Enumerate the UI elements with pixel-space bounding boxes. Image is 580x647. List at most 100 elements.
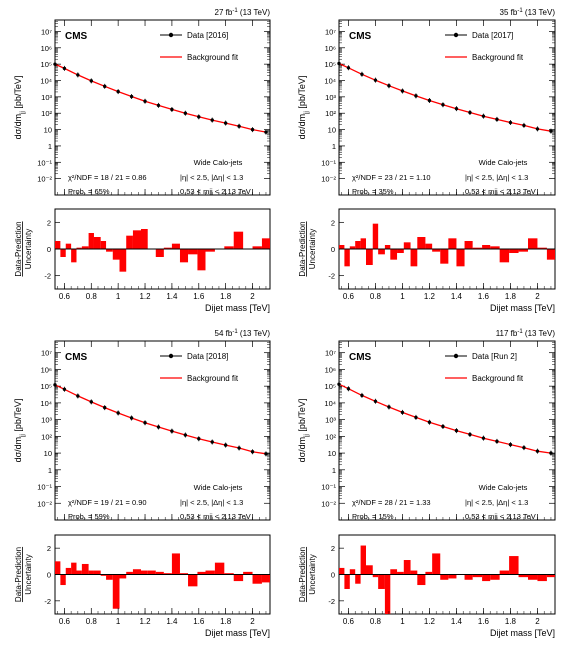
cms-label: CMS [65,31,88,42]
data-point [156,425,161,429]
ratio-bar [528,238,538,249]
ratio-bar [440,249,449,264]
ratio-bar [410,249,418,267]
fit-curve [338,383,552,454]
x-tick-label: 1.2 [424,292,436,301]
ratio-bar [518,249,528,252]
y-tick-label: 1 [332,142,336,151]
ratio-bar [81,563,89,575]
ratio-bar [55,241,61,249]
data-point [508,120,513,125]
ratio-bar [472,574,483,578]
data-point [549,129,553,133]
cuts-label: |η| < 2.5, |Δη| < 1.3 [465,173,528,182]
ratio-y-tick-label: 0 [331,245,335,254]
ratio-y-tick-label: -2 [44,597,51,606]
ratio-bar [119,249,127,272]
data-point [264,452,268,456]
chart-panel-1: 27 fb-1 (13 TeV) CMS Data [2016] Background… [13,8,271,313]
x-tick-label: 0.8 [86,292,98,301]
ratio-bar [499,249,510,263]
y-tick-label: 10⁶ [325,44,336,53]
ratio-bar [537,247,547,249]
data-point [508,442,513,447]
y-tick-label: 10⁻¹ [37,158,52,167]
x-tick-label: 2 [535,617,540,626]
ratio-bar [179,573,189,575]
ratio-bar [188,574,198,587]
ratio-bar [171,243,180,249]
data-point [156,103,161,108]
data-point [183,111,188,115]
data-point [481,114,486,118]
x-tick-label: 1.6 [193,292,205,301]
ratio-bar [360,238,366,249]
y-tick-label: 10⁴ [324,399,336,408]
data-point [495,439,499,444]
data-point [89,79,93,83]
legend-data-marker [453,32,459,38]
ratio-bar [163,573,172,575]
y-tick-label: 10⁻² [37,499,52,508]
y-tick-label: 1 [48,142,52,151]
y-tick-label: 10³ [41,93,52,102]
ratio-bar [372,574,379,578]
data-point [129,94,134,99]
fit-curve [54,63,267,133]
x-tick-label: 1.2 [139,292,151,301]
y-tick-label: 1 [332,466,336,475]
ratio-bar [482,245,491,249]
lumi-label: 27 fb-1 (13 TeV) [215,8,271,17]
data-point [549,451,553,455]
y-tick-label: 10⁻¹ [321,483,336,492]
ratio-bar [132,230,141,249]
ratio-bar [141,570,148,575]
ratio-y-label-top: Data-Prediction [298,547,307,602]
x-tick-label: 0.6 [59,617,71,626]
x-tick-label: 1.4 [166,617,178,626]
data-point [143,99,147,103]
ratio-bar [448,574,457,579]
ratio-bar [197,249,206,271]
ratio-bar [261,574,270,583]
y-tick-label: 10³ [41,416,52,425]
data-point [76,394,80,398]
selection-label: Wide Calo-jets [194,158,243,167]
chart-panel-4: 117 fb-1 (13 TeV) CMS Data [Run 2] Backgrou… [297,329,556,638]
data-point [346,387,351,391]
cuts-label: |η| < 2.5, |Δη| < 1.3 [465,498,528,507]
ratio-y-tick-label: 2 [47,218,51,227]
data-point [89,400,93,404]
data-point [250,127,255,132]
data-point [103,405,107,410]
data-point [210,118,214,122]
y-tick-label: 10⁵ [41,382,52,391]
y-tick-label: 10² [325,432,336,441]
ratio-bar [546,249,555,260]
x-tick-label: 0.8 [86,617,98,626]
ratio-y-label-top: Data-Prediction [298,221,307,276]
x-tick-label: 0.6 [343,617,355,626]
probability-label: Prob. = 59% [68,512,110,521]
data-point [237,124,241,128]
chart-panel-2: 35 fb-1 (13 TeV) CMS Data [2017] Background… [297,8,556,313]
x-tick-label: 1.8 [505,292,517,301]
ratio-bar [205,249,215,252]
ratio-bar [55,561,61,575]
x-tick-label: 1 [116,292,121,301]
y-tick-label: 10² [41,432,52,441]
x-tick-label: 1 [116,617,121,626]
data-point [170,429,174,433]
ratio-bar [243,571,253,575]
ratio-bar [163,247,172,249]
data-point [250,450,255,454]
ratio-bar [106,249,113,252]
ratio-bar [425,571,433,575]
x-axis-label: Dijet mass [TeV] [205,303,270,313]
data-point [468,432,472,437]
data-point [210,440,214,444]
y-tick-label: 10⁵ [325,60,336,69]
y-tick-label: 10 [44,449,52,458]
ratio-bar [81,246,89,249]
legend-data-marker [453,353,459,359]
